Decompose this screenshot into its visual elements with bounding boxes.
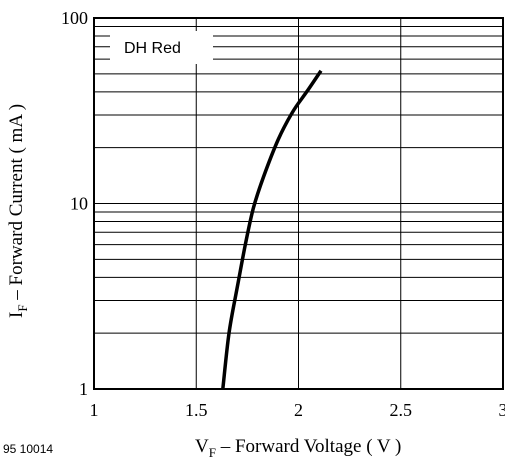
x-tick-labels: 1 1.5 2 2.5 3 [90, 400, 505, 420]
x-tick-label: 2 [294, 400, 303, 420]
figure-id: 95 10014 [3, 442, 53, 456]
x-axis-label-subscript: F [209, 445, 216, 460]
x-tick-label: 1.5 [185, 400, 208, 420]
x-axis-label-text: – Forward Voltage ( V ) [216, 436, 401, 457]
y-tick-label: 100 [61, 8, 88, 28]
x-tick-label: 1 [90, 400, 99, 420]
series-line-dh-red [221, 69, 323, 390]
y-axis-label-subscript: F [15, 304, 30, 311]
y-tick-label: 10 [70, 194, 88, 214]
x-axis-label-symbol: V [195, 436, 209, 457]
x-axis-label: VF – Forward Voltage ( V ) [195, 436, 401, 460]
y-axis-label: IF – Forward Current ( mA ) [6, 104, 30, 318]
y-axis-label-text: – Forward Current ( mA ) [6, 104, 27, 305]
legend-box [110, 31, 213, 64]
x-tick-label: 2.5 [390, 400, 413, 420]
y-tick-labels: 1 10 100 [61, 8, 88, 399]
x-tick-label: 3 [499, 400, 505, 420]
y-axis-label-symbol: I [6, 312, 27, 318]
horizontal-gridlines [94, 25, 503, 334]
plot-frame [93, 17, 504, 390]
y-tick-label: 1 [79, 379, 88, 399]
legend-label: DH Red [124, 40, 181, 57]
